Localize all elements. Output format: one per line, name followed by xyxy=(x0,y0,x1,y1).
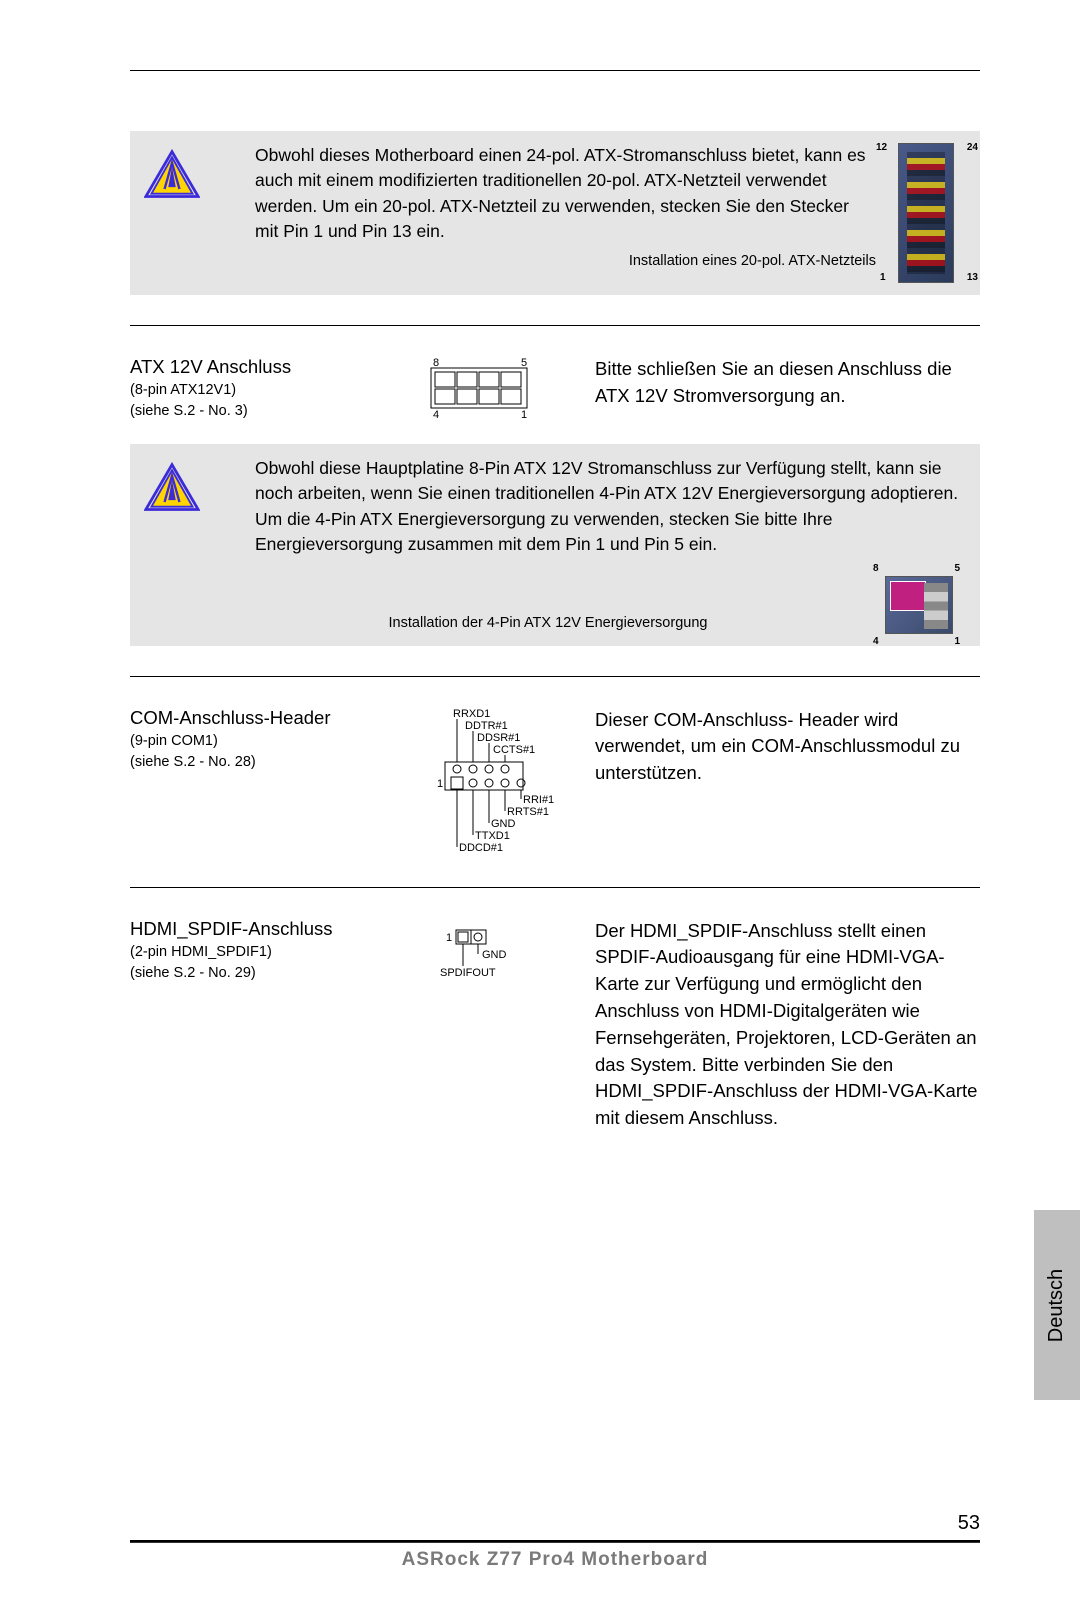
svg-text:TTXD1: TTXD1 xyxy=(475,830,510,842)
svg-text:GND: GND xyxy=(482,949,507,961)
svg-text:DDTR#1: DDTR#1 xyxy=(465,720,508,732)
com-sub1: (9-pin COM1) xyxy=(130,731,365,752)
svg-text:CCTS#1: CCTS#1 xyxy=(493,744,535,756)
note-text: Obwohl dieses Motherboard einen 24-pol. … xyxy=(255,143,876,245)
connector-photo-8pin: 8 5 4 1 xyxy=(871,576,966,634)
hdmi-sub1: (2-pin HDMI_SPDIF1) xyxy=(130,942,365,963)
warning-icon xyxy=(144,149,200,201)
svg-text:4: 4 xyxy=(433,409,439,420)
note-box-atx24: Obwohl dieses Motherboard einen 24-pol. … xyxy=(130,131,980,295)
footer-title: ASRock Z77 Pro4 Motherboard xyxy=(130,1549,980,1571)
atx12v-sub1: (8-pin ATX12V1) xyxy=(130,380,365,401)
note-box-atx12v: Obwohl diese Hauptplatine 8-Pin ATX 12V … xyxy=(130,444,980,646)
com-diagram: RRXD1 DDTR#1 DDSR#1 CCTS#1 1 xyxy=(395,707,565,857)
language-tab: Deutsch xyxy=(1034,1210,1080,1400)
svg-text:5: 5 xyxy=(521,357,527,369)
section-atx12v: ATX 12V Anschluss (8-pin ATX12V1) (siehe… xyxy=(130,356,980,422)
section-rule xyxy=(130,676,980,677)
section-com: COM-Anschluss-Header (9-pin COM1) (siehe… xyxy=(130,707,980,857)
hdmi-desc: Der HDMI_SPDIF-Anschluss stellt einen SP… xyxy=(595,918,980,1133)
svg-text:1: 1 xyxy=(446,932,452,944)
svg-text:DDSR#1: DDSR#1 xyxy=(477,732,520,744)
language-label: Deutsch xyxy=(1046,1268,1069,1341)
svg-text:8: 8 xyxy=(433,357,439,369)
section-rule xyxy=(130,887,980,888)
page-number: 53 xyxy=(958,1512,980,1535)
svg-text:GND: GND xyxy=(491,818,516,830)
connector-photo-24pin: 12 24 1 13 xyxy=(886,143,966,283)
atx12v-diagram: 8 5 4 1 xyxy=(415,356,545,420)
atx12v-sub2: (siehe S.2 - No. 3) xyxy=(130,401,365,422)
hdmi-sub2: (siehe S.2 - No. 29) xyxy=(130,963,365,984)
com-sub2: (siehe S.2 - No. 28) xyxy=(130,752,365,773)
hdmi-title: HDMI_SPDIF-Anschluss xyxy=(130,918,365,940)
svg-text:RRI#1: RRI#1 xyxy=(523,794,554,806)
svg-text:RRTS#1: RRTS#1 xyxy=(507,806,549,818)
section-hdmi: HDMI_SPDIF-Anschluss (2-pin HDMI_SPDIF1)… xyxy=(130,918,980,1133)
svg-text:1: 1 xyxy=(521,409,527,420)
note-caption: Installation der 4-Pin ATX 12V Energieve… xyxy=(255,613,861,634)
svg-text:RRXD1: RRXD1 xyxy=(453,708,490,720)
atx12v-title: ATX 12V Anschluss xyxy=(130,356,365,378)
section-rule xyxy=(130,325,980,326)
atx12v-desc: Bitte schließen Sie an diesen Anschluss … xyxy=(595,356,980,410)
svg-text:SPDIFOUT: SPDIFOUT xyxy=(440,967,496,979)
svg-text:DDCD#1: DDCD#1 xyxy=(459,842,503,854)
top-rule xyxy=(130,70,980,71)
note-text: Obwohl diese Hauptplatine 8-Pin ATX 12V … xyxy=(255,456,966,558)
warning-icon xyxy=(144,462,200,514)
hdmi-diagram: 1 GND SPDIFOUT xyxy=(410,918,550,988)
com-title: COM-Anschluss-Header xyxy=(130,707,365,729)
com-desc: Dieser COM-Anschluss- Header wird verwen… xyxy=(595,707,980,787)
note-caption: Installation eines 20-pol. ATX-Netzteils xyxy=(255,251,876,272)
svg-text:1: 1 xyxy=(437,778,443,790)
page-footer: 53 ASRock Z77 Pro4 Motherboard xyxy=(130,1540,980,1571)
